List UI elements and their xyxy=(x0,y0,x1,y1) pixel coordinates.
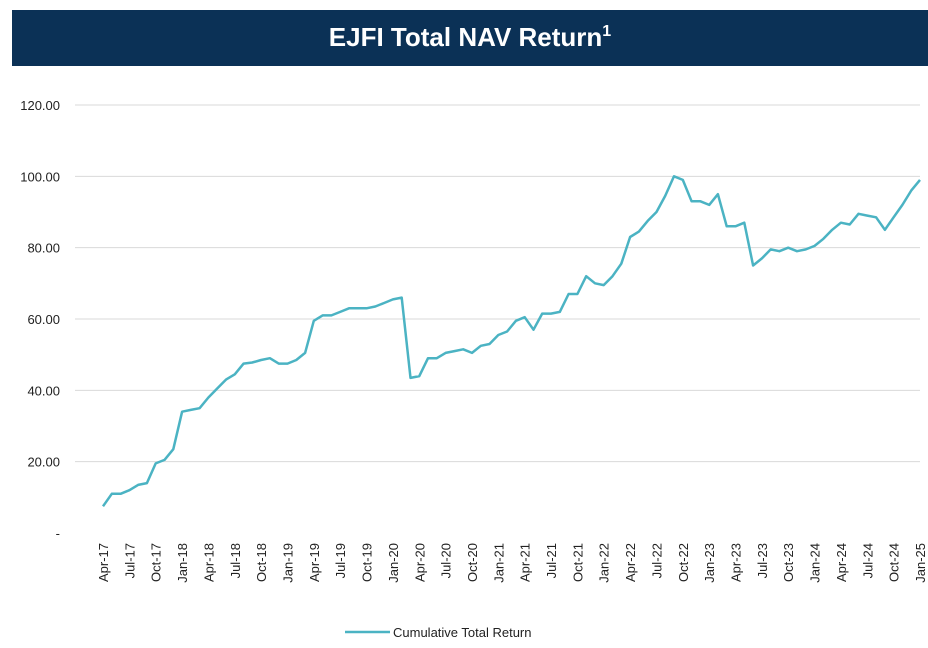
y-tick-label: 100.00 xyxy=(20,169,60,184)
x-tick-label: Jul-17 xyxy=(122,543,137,578)
title-text: EJFI Total NAV Return xyxy=(329,22,603,52)
x-tick-label: Oct-17 xyxy=(149,543,164,582)
x-tick-label: Jan-24 xyxy=(808,543,823,583)
x-tick-label: Jan-23 xyxy=(702,543,717,583)
y-tick-label: 40.00 xyxy=(27,383,60,398)
x-tick-label: Jul-21 xyxy=(544,543,559,578)
x-tick-label: Jul-20 xyxy=(439,543,454,578)
x-tick-label: Apr-24 xyxy=(834,543,849,582)
x-tick-label: Jul-19 xyxy=(333,543,348,578)
x-tick-label: Apr-23 xyxy=(729,543,744,582)
x-tick-label: Jan-19 xyxy=(280,543,295,583)
y-tick-label: - xyxy=(56,526,60,541)
x-tick-label: Apr-19 xyxy=(307,543,322,582)
x-tick-label: Oct-22 xyxy=(676,543,691,582)
x-tick-label: Oct-18 xyxy=(254,543,269,582)
x-tick-label: Jul-23 xyxy=(755,543,770,578)
x-tick-label: Apr-20 xyxy=(412,543,427,582)
x-tick-label: Jul-22 xyxy=(649,543,664,578)
data-line xyxy=(101,175,921,508)
y-tick-label: 80.00 xyxy=(27,241,60,256)
x-tick-label: Jan-25 xyxy=(913,543,928,583)
x-tick-label: Oct-23 xyxy=(781,543,796,582)
x-tick-label: Apr-17 xyxy=(96,543,111,582)
x-tick-label: Oct-19 xyxy=(360,543,375,582)
x-tick-label: Apr-18 xyxy=(201,543,216,582)
title-banner xyxy=(12,10,928,66)
x-tick-label: Jan-21 xyxy=(491,543,506,583)
title-superscript: 1 xyxy=(602,23,611,40)
x-tick-label: Apr-21 xyxy=(518,543,533,582)
legend-label: Cumulative Total Return xyxy=(393,625,532,640)
y-tick-label: 120.00 xyxy=(20,98,60,113)
y-tick-label: 20.00 xyxy=(27,455,60,470)
x-tick-label: Oct-20 xyxy=(465,543,480,582)
x-tick-label: Oct-24 xyxy=(887,543,902,582)
x-tick-label: Jul-18 xyxy=(228,543,243,578)
x-tick-label: Jan-20 xyxy=(386,543,401,583)
chart-title: EJFI Total NAV Return1 xyxy=(329,22,612,52)
x-tick-label: Oct-21 xyxy=(570,543,585,582)
x-tick-label: Apr-22 xyxy=(623,543,638,582)
x-tick-label: Jul-24 xyxy=(860,543,875,578)
y-tick-label: 60.00 xyxy=(27,312,60,327)
x-tick-label: Jan-22 xyxy=(597,543,612,583)
x-tick-label: Jan-18 xyxy=(175,543,190,583)
